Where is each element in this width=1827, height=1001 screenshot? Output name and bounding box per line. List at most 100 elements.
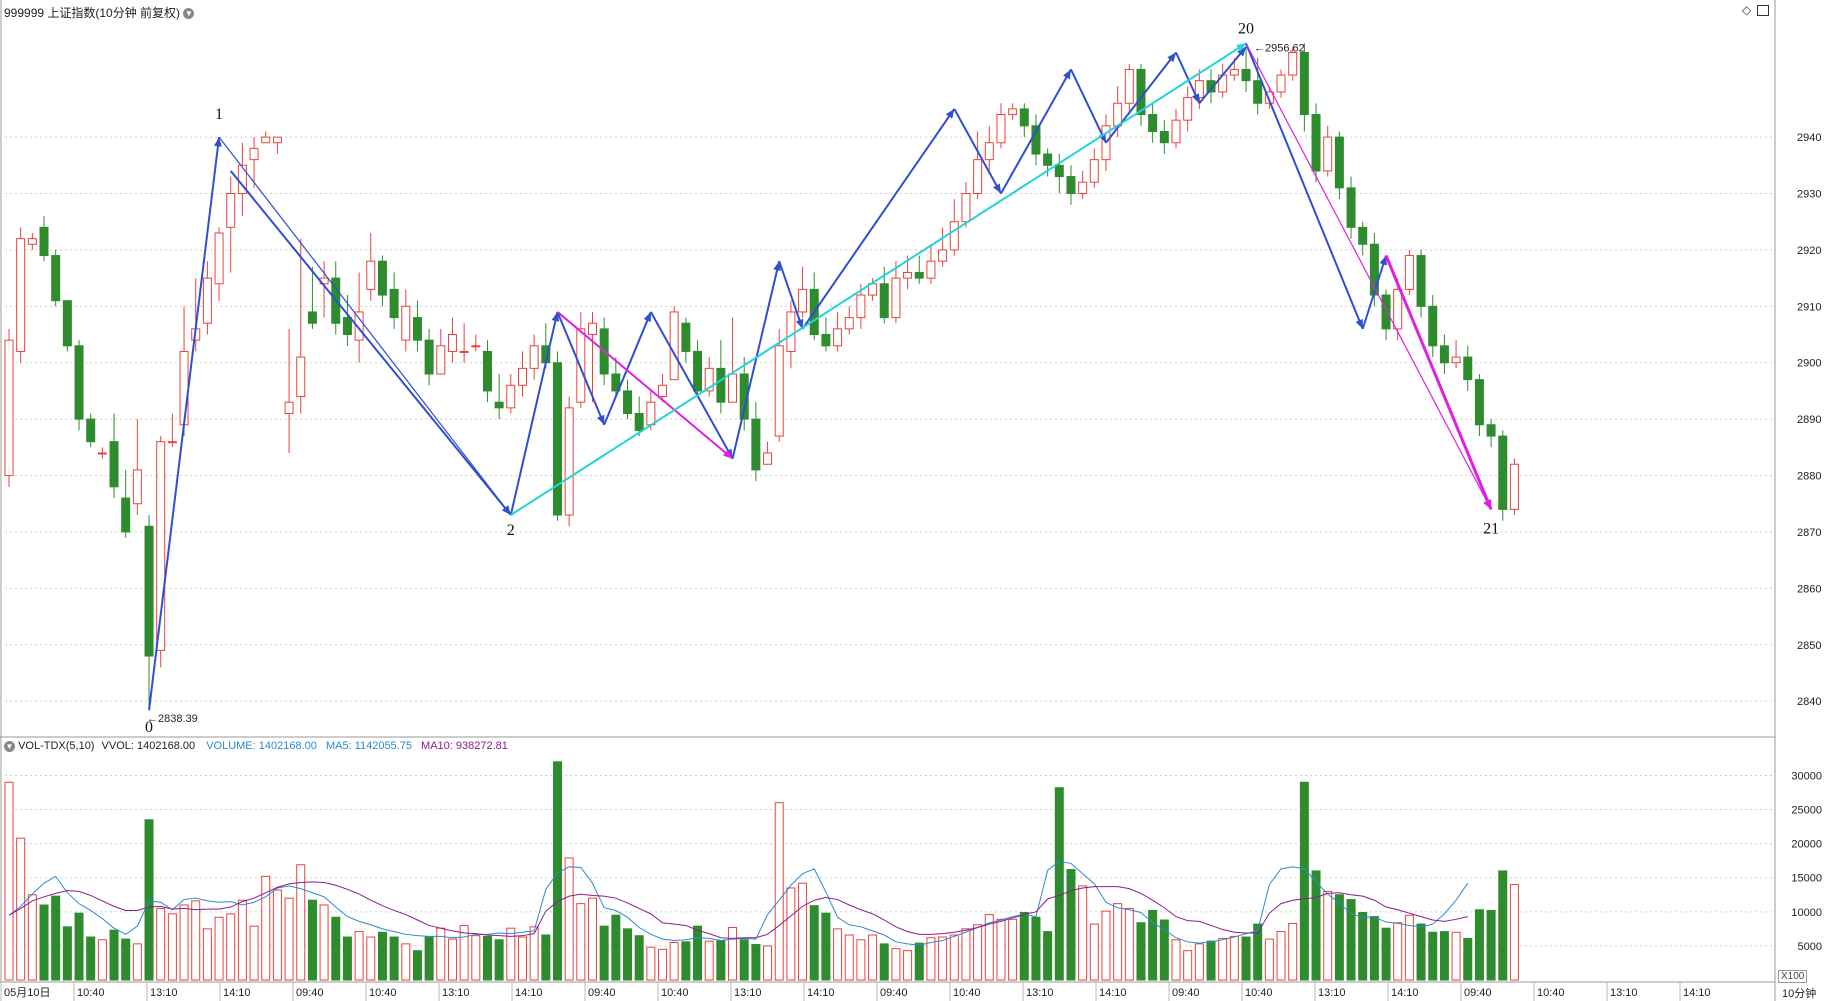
volume-bar <box>1498 870 1508 981</box>
volume-bar <box>1393 922 1403 981</box>
volume-bar <box>412 950 422 981</box>
candle-body <box>296 356 306 398</box>
candle-body <box>1463 356 1473 381</box>
candle-body <box>879 283 889 319</box>
candle-body <box>97 452 107 455</box>
candle-body <box>716 367 726 403</box>
volume-bar <box>868 934 878 981</box>
price-tick-label: 2920 <box>1797 245 1821 257</box>
candle-body <box>1008 108 1018 116</box>
wave-segment <box>801 108 956 330</box>
candle-body <box>576 328 586 403</box>
time-label: 05月10日 <box>4 987 50 999</box>
wave-segment <box>1105 51 1177 144</box>
volume-bar <box>728 927 738 981</box>
volume-bar <box>914 942 924 981</box>
candle-body <box>132 469 142 505</box>
volume-bar <box>1404 914 1414 981</box>
volume-tick-label: 15000 <box>1791 873 1822 885</box>
volume-bar <box>658 948 668 981</box>
candle-body <box>459 350 469 353</box>
volume-bar <box>1194 943 1204 981</box>
wave-segment <box>778 260 804 330</box>
candle-body <box>1194 80 1204 99</box>
period-label: 10分钟 <box>1782 988 1817 1000</box>
candle-body <box>412 317 422 341</box>
candle-body <box>693 350 703 392</box>
candle-body <box>914 271 924 279</box>
wave-segment-arrowhead <box>597 414 605 425</box>
panel-icon[interactable] <box>1756 5 1769 17</box>
wave-segment-arrowhead <box>773 261 781 272</box>
candle-body <box>529 345 539 369</box>
wave-segment-arrowhead <box>214 137 222 147</box>
volume-tick-label: 10000 <box>1791 907 1822 919</box>
candle-body <box>798 288 808 313</box>
chevron-down-icon[interactable]: ▼ <box>4 740 15 752</box>
volume-bar <box>763 945 773 981</box>
candle-body <box>179 350 189 426</box>
diamond-icon[interactable]: ◇ <box>1742 3 1752 17</box>
wave-segment <box>1361 255 1388 330</box>
volume-bar <box>401 943 411 981</box>
candle-body <box>109 441 119 488</box>
volume-bar <box>552 761 562 981</box>
candle-body <box>86 418 96 443</box>
volume-bar <box>74 912 84 981</box>
candle-body <box>1404 255 1414 290</box>
volume-bar <box>167 913 177 981</box>
wave-segment-arrowhead <box>945 108 955 119</box>
candle-body <box>973 159 983 194</box>
wave-segment-arrowhead <box>1483 499 1492 510</box>
candle-body <box>1124 68 1134 104</box>
chevron-down-icon[interactable]: ▼ <box>183 8 195 20</box>
volume-bar <box>1089 923 1099 981</box>
candle-body <box>307 311 317 324</box>
low-price-annotation: ←2838.39 <box>147 713 198 725</box>
wave-segment <box>1245 42 1364 330</box>
candle-body <box>121 497 131 533</box>
candle-body <box>342 317 352 336</box>
time-label: 10:40 <box>1537 987 1565 999</box>
volume-bar <box>833 928 843 981</box>
volume-bar <box>424 936 434 981</box>
price-tick-label: 2940 <box>1797 132 1821 144</box>
volume-bar <box>389 936 399 981</box>
candle-body <box>1054 164 1064 178</box>
price-tick-label: 2910 <box>1797 301 1821 313</box>
volume-bar <box>599 925 609 981</box>
candle-body <box>611 373 621 392</box>
candle-body <box>1393 288 1403 330</box>
candle-body <box>1253 80 1263 104</box>
candle-body <box>891 277 901 319</box>
wave-segment-arrowhead <box>1379 255 1387 266</box>
candle-body <box>1334 136 1344 189</box>
wave-segment-arrowhead <box>643 311 651 322</box>
candle-body <box>1113 102 1123 127</box>
volume-bar <box>938 936 948 981</box>
volume-bar <box>296 864 306 981</box>
volume-bar <box>214 916 224 981</box>
volume-tick-label: 5000 <box>1798 941 1822 953</box>
volume-bar <box>1416 923 1426 981</box>
wave-segment <box>1175 52 1201 104</box>
volume-bar <box>821 912 831 981</box>
volume-bar <box>634 935 644 981</box>
volume-bar <box>1183 950 1193 981</box>
candle-body <box>552 362 562 516</box>
price-tick-label: 2850 <box>1797 640 1821 652</box>
volume-bar <box>1008 918 1018 981</box>
wave-segment <box>1070 68 1107 144</box>
volume-bar <box>774 802 784 981</box>
volume-bar <box>646 946 656 981</box>
candle-body <box>1206 80 1216 93</box>
volume-bar <box>611 914 621 981</box>
volume-bar <box>1334 894 1344 981</box>
volume-tick-label: 25000 <box>1791 805 1822 817</box>
volume-bar <box>576 903 586 981</box>
time-label: 13:10 <box>1318 987 1346 999</box>
volume-bar <box>1439 931 1449 981</box>
time-label: 10:40 <box>1245 987 1273 999</box>
candle-body <box>202 277 212 324</box>
